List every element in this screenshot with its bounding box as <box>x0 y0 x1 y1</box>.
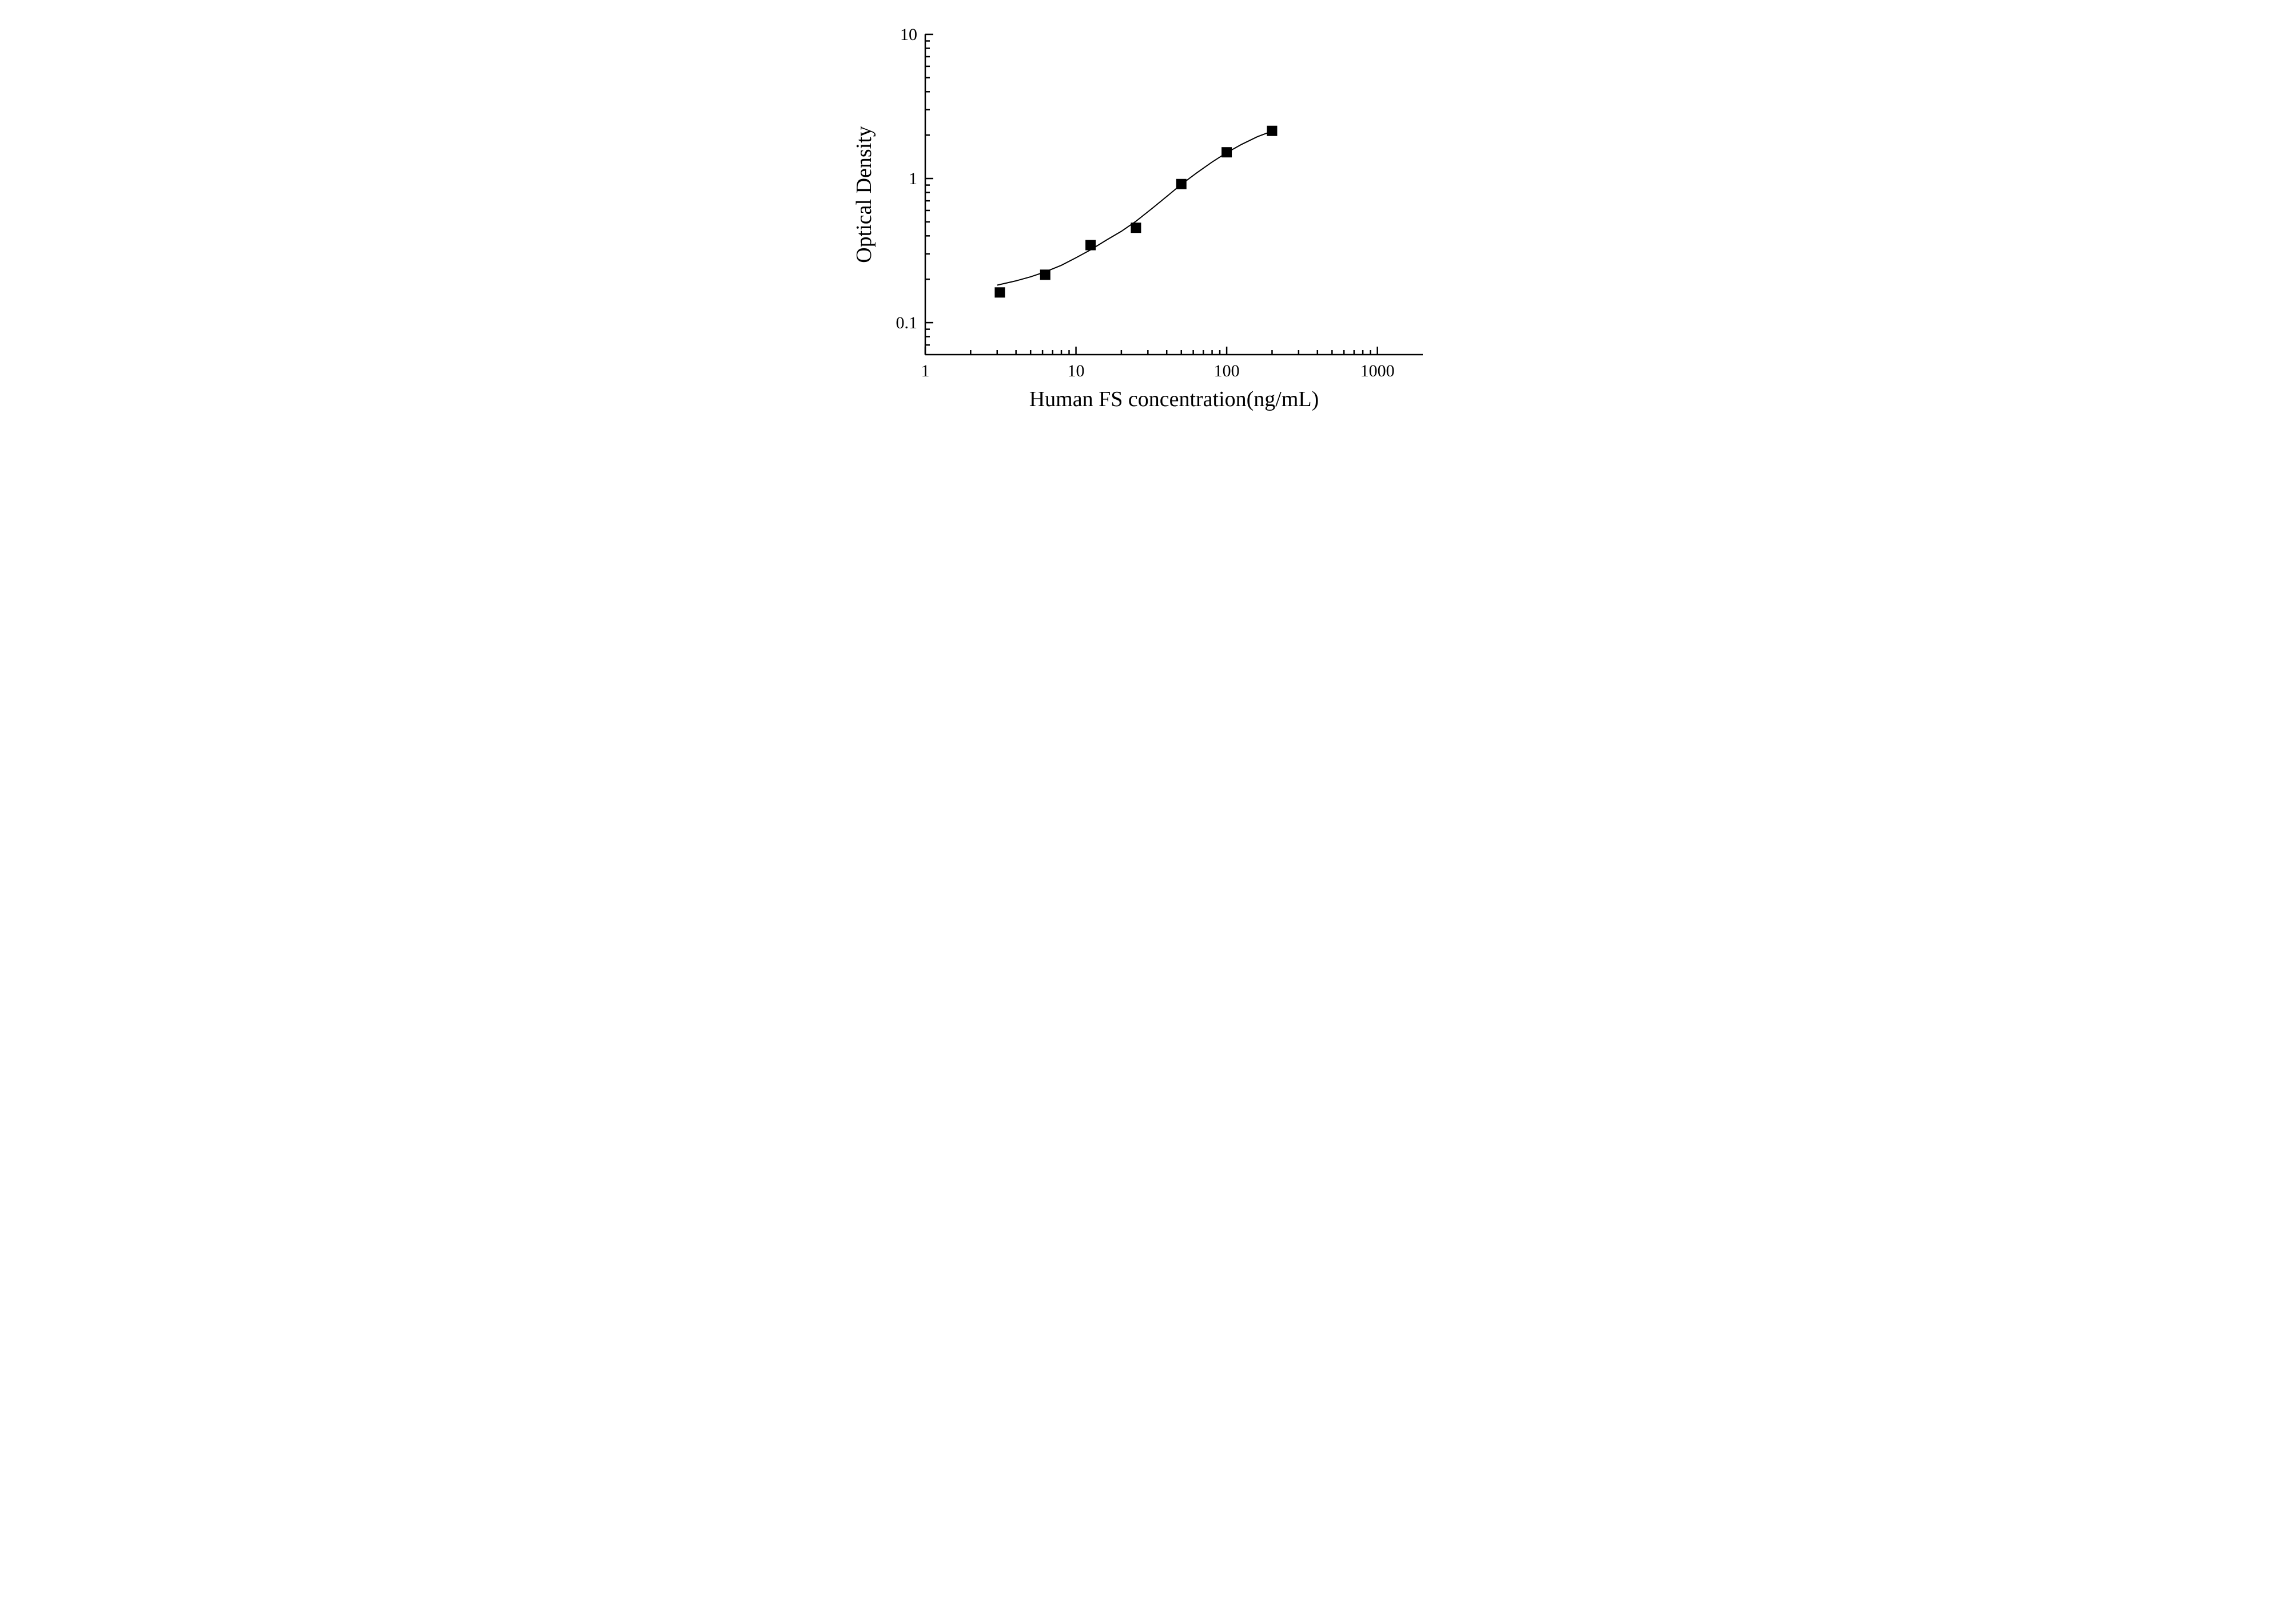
data-point-marker <box>1040 269 1050 280</box>
y-tick-label: 0.1 <box>896 313 917 332</box>
data-point-marker <box>1176 179 1186 189</box>
data-point-marker <box>1131 223 1141 233</box>
data-point-marker <box>1267 126 1277 136</box>
x-tick-label: 1000 <box>1360 361 1394 380</box>
y-axis-label: Optical Density <box>852 126 876 263</box>
data-point-marker <box>994 287 1005 297</box>
x-tick-label: 10 <box>1067 361 1084 380</box>
x-axis-label: Human FS concentration(ng/mL) <box>1029 387 1319 411</box>
data-point-marker <box>1085 240 1096 251</box>
chart-container: 1 10 100 1000 0.1 1 10 Human FS concentration(n… <box>805 0 1491 480</box>
x-tick-label: 1 <box>921 361 929 380</box>
chart-svg: 1 10 100 1000 0.1 1 10 Human FS concentration(n… <box>805 0 1491 480</box>
x-tick-label: 100 <box>1213 361 1239 380</box>
data-point-marker <box>1221 147 1232 157</box>
y-tick-label: 10 <box>900 25 917 44</box>
y-tick-label: 1 <box>909 169 917 188</box>
